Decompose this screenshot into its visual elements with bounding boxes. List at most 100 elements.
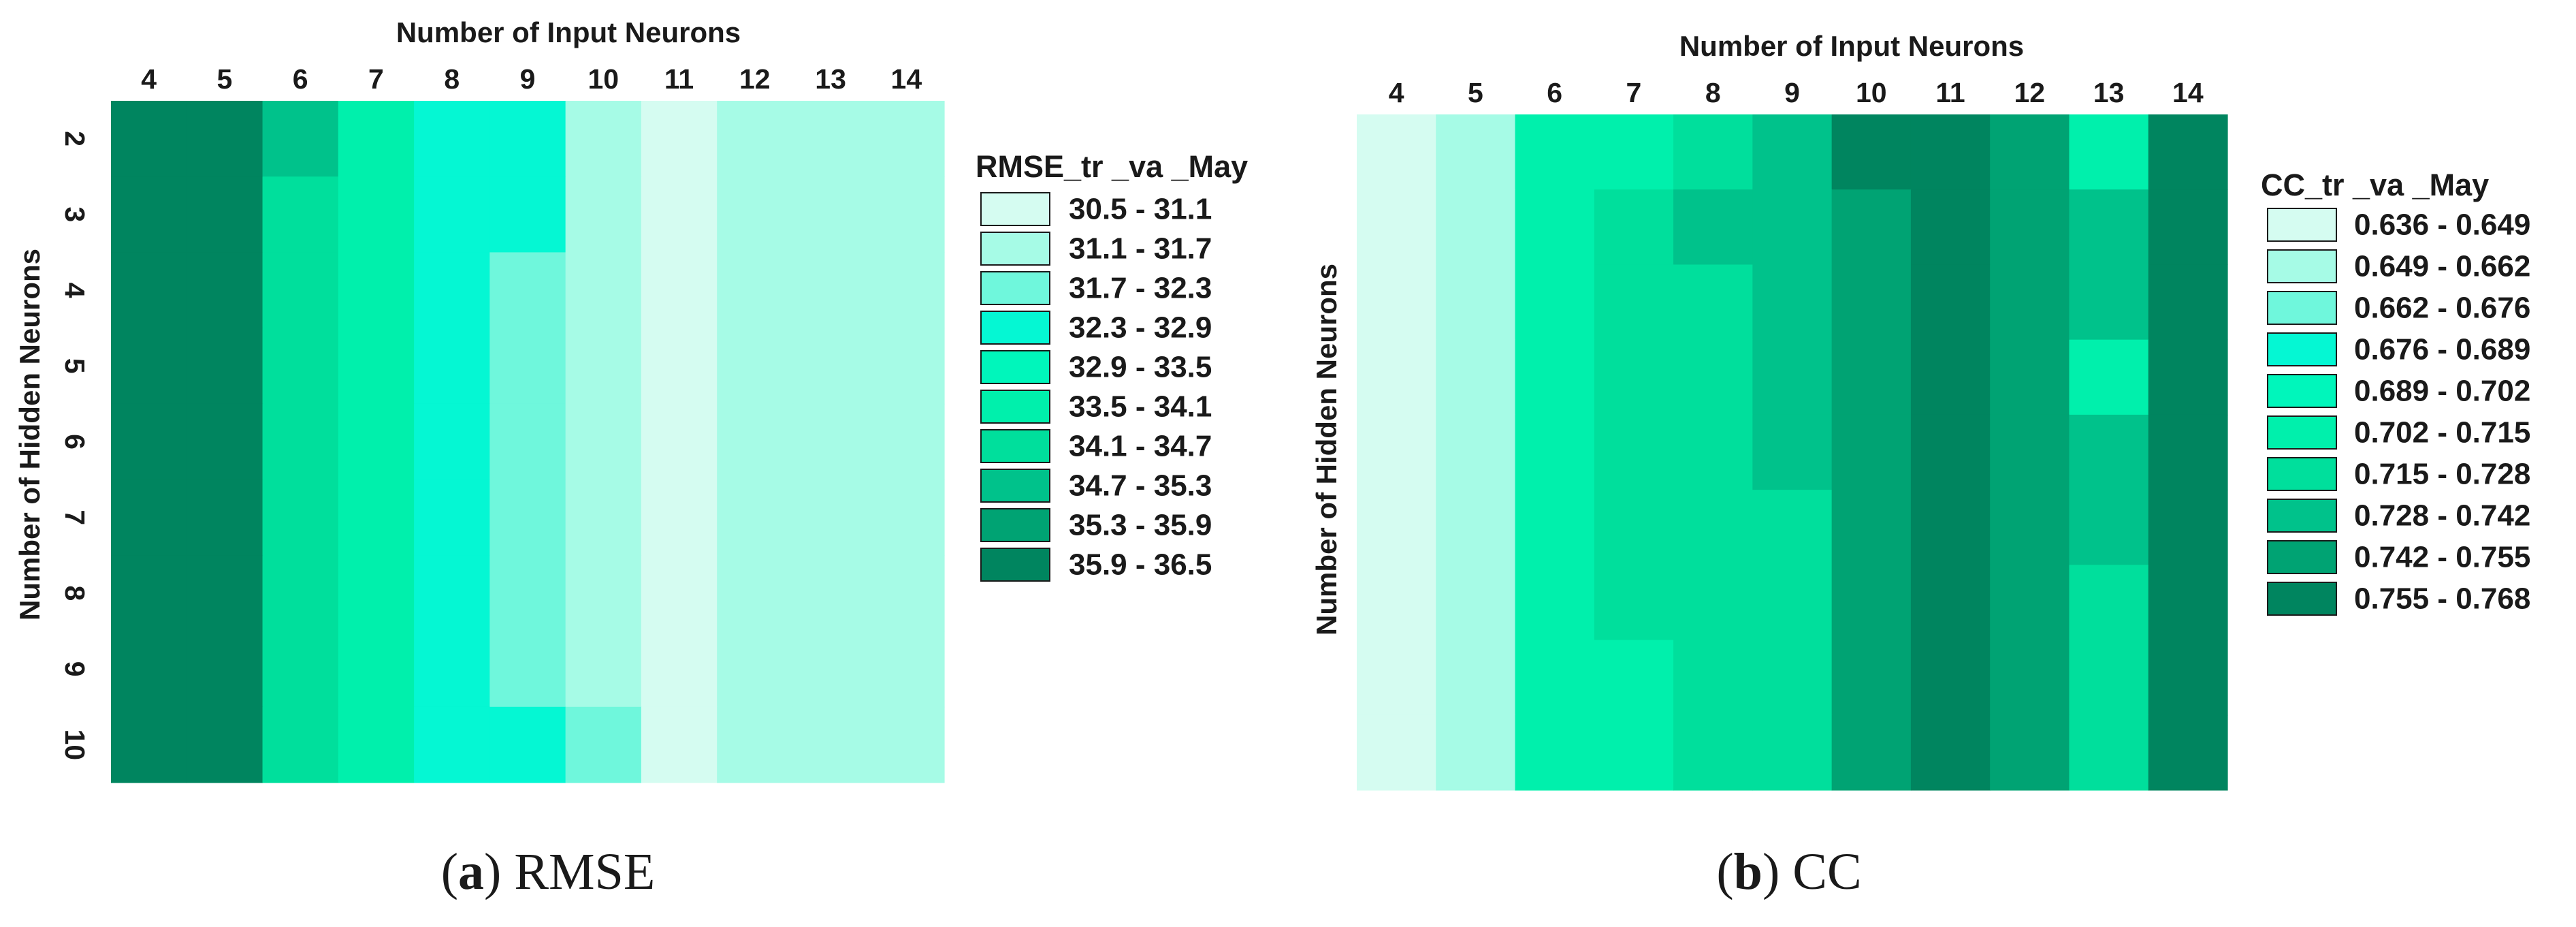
heatmap-cell [1357,189,1436,266]
heatmap-cell [262,101,339,177]
heatmap-cell [489,252,566,329]
heatmap-cell [1436,714,1516,791]
heatmap-cell [1357,264,1436,341]
legend: RMSE_tr _va _May 30.5 - 31.131.1 - 31.73… [976,149,1248,582]
heatmap-cell [1357,414,1436,490]
heatmap-cell [187,176,263,253]
heatmap-cell [2148,189,2228,266]
heatmap-cell [338,403,415,480]
heatmap-cell [262,176,339,253]
heatmap-cell [414,480,490,556]
heatmap-cell [1831,414,1912,490]
heatmap-cell [1990,490,2070,565]
heatmap-cell [868,631,945,708]
heatmap-cell [338,252,415,329]
heatmap-cell [187,403,263,480]
heatmap-cell [414,252,490,329]
heatmap-cell [1752,114,1833,190]
heatmap-cell [792,706,869,783]
heatmap-cell [1910,565,1991,641]
heatmap-cell [338,176,415,253]
heatmap-cell [1910,714,1991,791]
heatmap-cell [1831,264,1912,341]
heatmap-cell [565,101,642,177]
heatmap-cell [489,631,566,708]
heatmap-cell [1990,714,2070,791]
heatmap-cell [2148,414,2228,490]
heatmap-cell [565,631,642,708]
heatmap-cell [641,328,718,405]
heatmap-cell [1515,414,1595,490]
heatmap-cell [262,555,339,632]
legend-swatch [980,508,1050,542]
x-tick-label: 11 [664,63,694,95]
caption-label: a [458,843,484,900]
heatmap-cell [1673,114,1753,190]
heatmap-cell [187,328,263,405]
heatmap-cell [641,480,718,556]
caption-name: RMSE [514,843,655,900]
heatmap-cell [1910,640,1991,716]
legend: CC_tr _va _May 0.636 - 0.649 0.649 - 0.66… [2261,168,2530,616]
heatmap-cell [792,555,869,632]
heatmap-cell [1673,640,1753,716]
heatmap-cell [1831,714,1912,791]
heatmap-cell [414,328,490,405]
heatmap-cell [489,555,566,632]
heatmap-cell [1752,264,1833,341]
legend-swatch [2267,499,2337,533]
heatmap-cell [868,176,945,253]
heatmap-cell [641,555,718,632]
x-tick-label: 10 [1856,77,1887,108]
x-tick-label: 7 [368,63,384,95]
heatmap-cell [1594,714,1674,791]
heatmap-cell [1594,640,1674,716]
heatmap-cell [565,706,642,783]
heatmap-cell [338,631,415,708]
legend-label: 34.1 - 34.7 [1069,430,1212,463]
heatmap-cell [868,101,945,177]
y-tick-label: 10 [59,729,91,761]
heatmap-cell [868,252,945,329]
legend-title: RMSE_tr _va _May [976,149,1248,184]
heatmap-cell [641,403,718,480]
y-axis-title: Number of Hidden Neurons [14,249,46,620]
legend-label: 0.755 - 0.768 [2354,582,2530,616]
legend-label: 30.5 - 31.1 [1069,193,1212,226]
legend-label: 0.742 - 0.755 [2354,541,2530,574]
heatmap-cell [262,328,339,405]
legend-swatch [2267,332,2337,366]
heatmap-cell [111,252,187,329]
heatmap-cell [792,403,869,480]
heatmap-cell [2148,565,2228,641]
heatmap-cell [414,555,490,632]
heatmap-cell [1673,414,1753,490]
heatmap-cell [1752,640,1833,716]
heatmap-cell [1673,339,1753,415]
legend-swatch [2267,374,2337,408]
heatmap-cell [1752,714,1833,791]
heatmap-cell [262,403,339,480]
heatmap-cell [565,328,642,405]
x-tick-label: 13 [2093,77,2125,108]
heatmap-cell [1515,264,1595,341]
heatmap-cell [414,101,490,177]
heatmap-cell [187,555,263,632]
legend-swatch [2267,208,2337,242]
heatmap-cell [1910,490,1991,565]
legend-label: 0.636 - 0.649 [2354,208,2530,242]
heatmap-cell [1594,114,1674,190]
y-tick-label: 6 [59,434,91,450]
heatmap-cell [2069,414,2149,490]
x-tick-labels: 4 5 6 7 8 9 10 11 12 13 14 [141,63,922,95]
heatmap-cell [1752,565,1833,641]
heatmap-cell [2148,490,2228,565]
heatmap-cell [111,480,187,556]
heatmap-cell [1673,714,1753,791]
heatmap-cell [1594,264,1674,341]
y-tick-label: 3 [59,206,91,222]
heatmap-cell [1752,339,1833,415]
heatmap-cell [187,252,263,329]
heatmap-cell [1910,339,1991,415]
